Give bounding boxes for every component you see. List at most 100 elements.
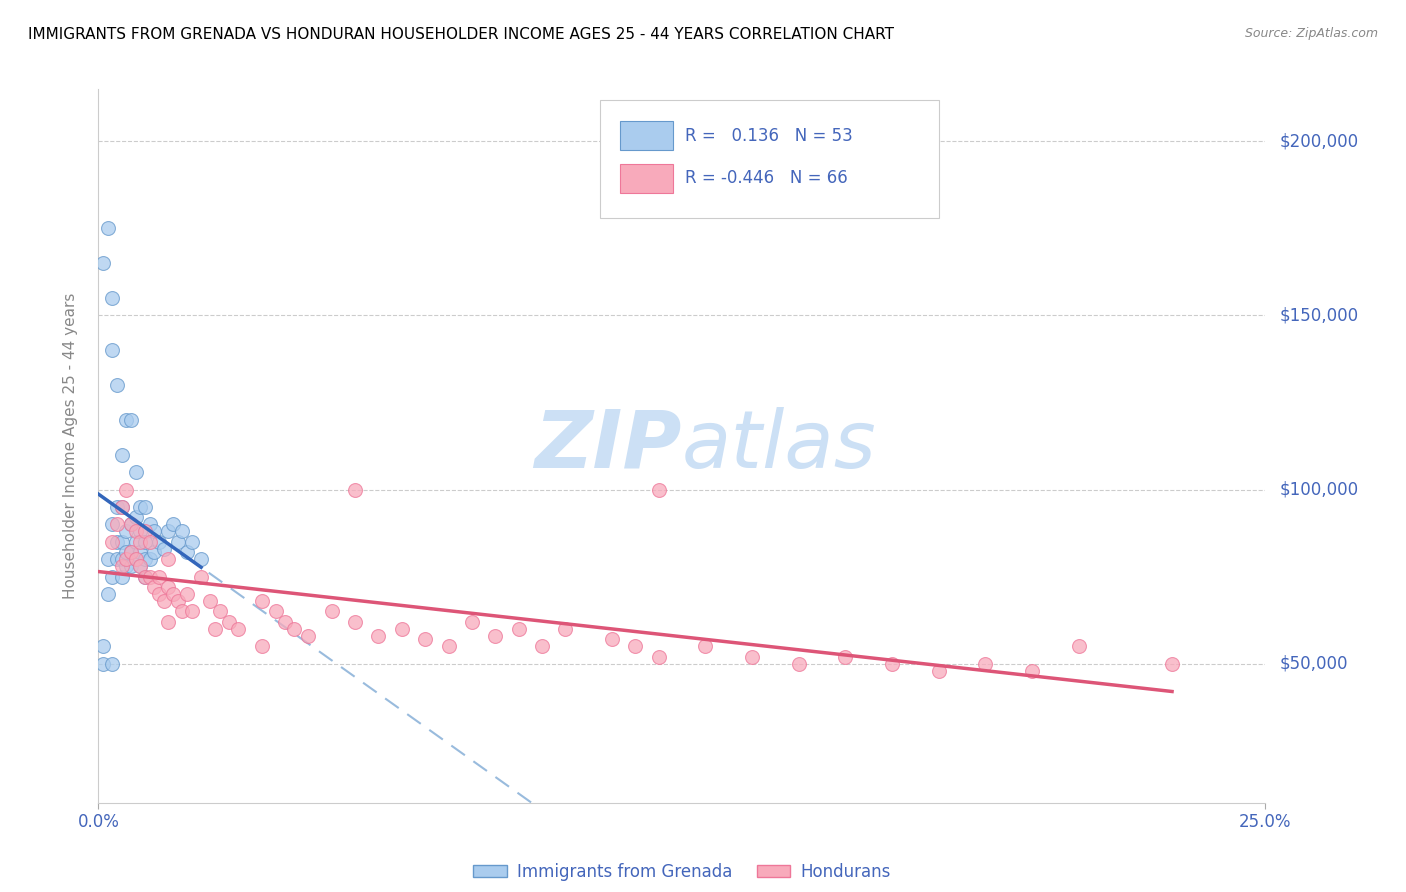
Point [101, 343, 124, 358]
Point [148, 569, 170, 583]
Y-axis label: Householder Income Ages 25 - 44 years: Householder Income Ages 25 - 44 years [63, 293, 77, 599]
Point [105, 534, 128, 549]
Point [974, 657, 997, 671]
Point [176, 587, 198, 601]
Point [148, 587, 170, 601]
Point [134, 524, 156, 539]
Point [101, 291, 124, 305]
FancyBboxPatch shape [620, 164, 672, 193]
Point [105, 378, 128, 392]
Point [97, 221, 120, 235]
Point [129, 500, 152, 514]
FancyBboxPatch shape [620, 121, 672, 150]
Point [166, 594, 188, 608]
Point [91, 639, 114, 653]
Point [1021, 664, 1043, 678]
Point [200, 594, 222, 608]
Text: R =   0.136   N = 53: R = 0.136 N = 53 [685, 127, 853, 145]
Text: $50,000: $50,000 [1279, 655, 1348, 673]
Point [129, 545, 152, 559]
Point [928, 664, 950, 678]
Point [190, 552, 212, 566]
Text: ZIP: ZIP [534, 407, 682, 485]
Point [157, 615, 180, 629]
Point [125, 534, 148, 549]
Point [139, 552, 162, 566]
Point [508, 622, 530, 636]
Point [647, 649, 669, 664]
Point [111, 448, 134, 462]
Point [624, 639, 647, 653]
Point [157, 580, 180, 594]
Point [129, 559, 152, 574]
Point [413, 632, 436, 647]
Point [115, 413, 138, 427]
Point [125, 552, 148, 566]
Point [741, 649, 763, 664]
Point [120, 517, 142, 532]
Point [101, 569, 124, 583]
Legend: Immigrants from Grenada, Hondurans: Immigrants from Grenada, Hondurans [467, 856, 897, 888]
Point [115, 545, 138, 559]
Point [1067, 639, 1090, 653]
Point [115, 559, 138, 574]
Point [218, 615, 240, 629]
Point [115, 552, 138, 566]
Point [461, 615, 484, 629]
Point [105, 517, 128, 532]
Point [180, 604, 202, 618]
Point [695, 639, 717, 653]
Point [600, 632, 623, 647]
Point [437, 639, 460, 653]
Point [143, 545, 166, 559]
Point [1161, 657, 1184, 671]
Point [139, 534, 162, 549]
Point [367, 629, 389, 643]
Point [834, 649, 856, 664]
Point [344, 615, 367, 629]
Point [101, 657, 124, 671]
Point [105, 552, 128, 566]
Point [274, 615, 297, 629]
Point [111, 552, 134, 566]
Point [101, 517, 124, 532]
Point [111, 534, 134, 549]
Point [148, 534, 170, 549]
Point [228, 622, 250, 636]
Point [115, 483, 138, 497]
Point [129, 524, 152, 539]
Point [321, 604, 343, 618]
Text: $100,000: $100,000 [1279, 481, 1358, 499]
Point [129, 559, 152, 574]
Point [91, 657, 114, 671]
Point [111, 569, 134, 583]
Point [120, 413, 142, 427]
Point [391, 622, 413, 636]
Point [157, 552, 180, 566]
Point [101, 534, 124, 549]
Point [97, 587, 120, 601]
Point [250, 594, 273, 608]
Point [344, 483, 367, 497]
Text: atlas: atlas [682, 407, 877, 485]
Point [115, 524, 138, 539]
Point [530, 639, 553, 653]
Point [111, 500, 134, 514]
Point [120, 545, 142, 559]
Point [120, 559, 142, 574]
Point [134, 552, 156, 566]
Point [647, 483, 669, 497]
Point [250, 639, 273, 653]
Point [91, 256, 114, 270]
Point [880, 657, 903, 671]
Point [111, 500, 134, 514]
Point [139, 569, 162, 583]
Point [172, 524, 194, 539]
Point [120, 545, 142, 559]
Point [283, 622, 305, 636]
Point [143, 580, 166, 594]
Point [157, 524, 180, 539]
Point [176, 545, 198, 559]
Point [97, 552, 120, 566]
Point [129, 534, 152, 549]
